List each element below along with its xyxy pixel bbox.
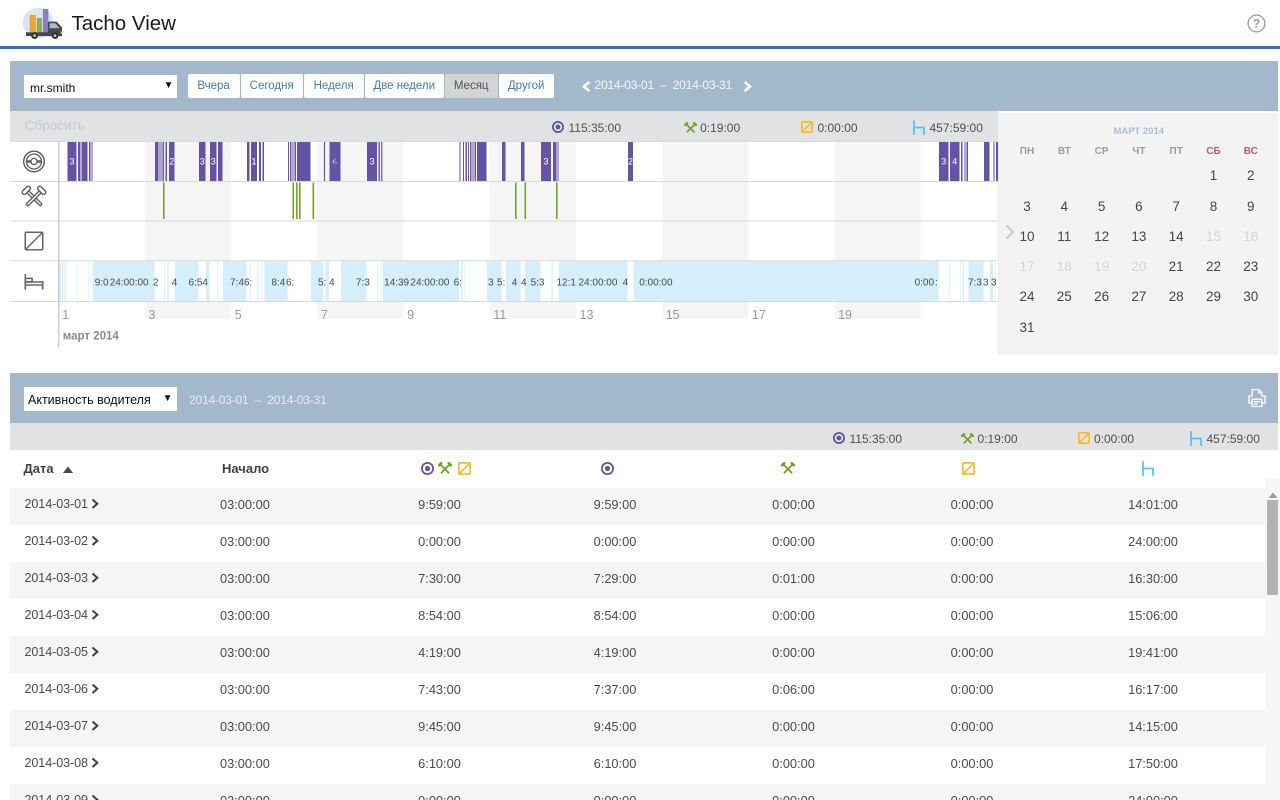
svg-text:14:39: 14:39 xyxy=(384,277,409,288)
svg-text:13: 13 xyxy=(580,308,594,322)
svg-text:4: 4 xyxy=(172,277,178,288)
svg-text:24:00:00: 24:00:00 xyxy=(110,277,149,288)
svg-text:5:: 5: xyxy=(497,277,505,288)
svg-text:6:54: 6:54 xyxy=(189,277,209,288)
svg-text:6:: 6: xyxy=(286,277,294,288)
svg-text:2: 2 xyxy=(169,156,174,166)
svg-text:8:4: 8:4 xyxy=(271,277,285,288)
svg-text:19: 19 xyxy=(838,308,852,322)
svg-text:3: 3 xyxy=(369,156,374,166)
svg-text:3: 3 xyxy=(69,156,74,166)
svg-text:9: 9 xyxy=(407,308,414,322)
svg-text:6:: 6: xyxy=(244,277,252,288)
svg-text:0:00: 0:00 xyxy=(915,277,935,288)
svg-text:5: 5 xyxy=(235,308,242,322)
svg-text:4: 4 xyxy=(952,156,957,166)
svg-text:6:: 6: xyxy=(454,277,462,288)
svg-text:2: 2 xyxy=(153,277,159,288)
svg-text:9:0: 9:0 xyxy=(95,277,109,288)
svg-text:3: 3 xyxy=(983,277,989,288)
svg-text:3: 3 xyxy=(200,156,205,166)
svg-text:5:3: 5:3 xyxy=(531,277,545,288)
svg-text:1: 1 xyxy=(251,156,256,166)
svg-text:3: 3 xyxy=(543,156,548,166)
svg-text:4: 4 xyxy=(623,277,629,288)
svg-text:7:3: 7:3 xyxy=(968,277,982,288)
svg-text:12:1: 12:1 xyxy=(557,277,577,288)
svg-text:7:4: 7:4 xyxy=(230,277,244,288)
svg-text:3: 3 xyxy=(941,156,946,166)
svg-text:3: 3 xyxy=(991,277,997,288)
svg-text:17: 17 xyxy=(752,308,766,322)
svg-text:15: 15 xyxy=(666,308,680,322)
svg-text:4: 4 xyxy=(329,277,335,288)
svg-text:2: 2 xyxy=(628,156,633,166)
svg-text::: : xyxy=(935,277,938,288)
svg-text:3: 3 xyxy=(211,156,216,166)
svg-text:?: ? xyxy=(1253,17,1260,31)
svg-text:5:: 5: xyxy=(318,277,326,288)
svg-text:4: 4 xyxy=(521,277,527,288)
svg-text:24:00:00: 24:00:00 xyxy=(579,277,618,288)
svg-text:март 2014: март 2014 xyxy=(63,330,120,342)
svg-text:4: 4 xyxy=(512,277,518,288)
svg-text:7:3: 7:3 xyxy=(356,277,370,288)
svg-text:1: 1 xyxy=(62,308,69,322)
svg-text:7: 7 xyxy=(321,308,328,322)
svg-text:3: 3 xyxy=(488,277,494,288)
svg-text:24:00:00: 24:00:00 xyxy=(410,277,449,288)
svg-text:3: 3 xyxy=(149,308,156,322)
svg-text:0:00:00: 0:00:00 xyxy=(639,277,673,288)
svg-text:11: 11 xyxy=(493,308,506,322)
